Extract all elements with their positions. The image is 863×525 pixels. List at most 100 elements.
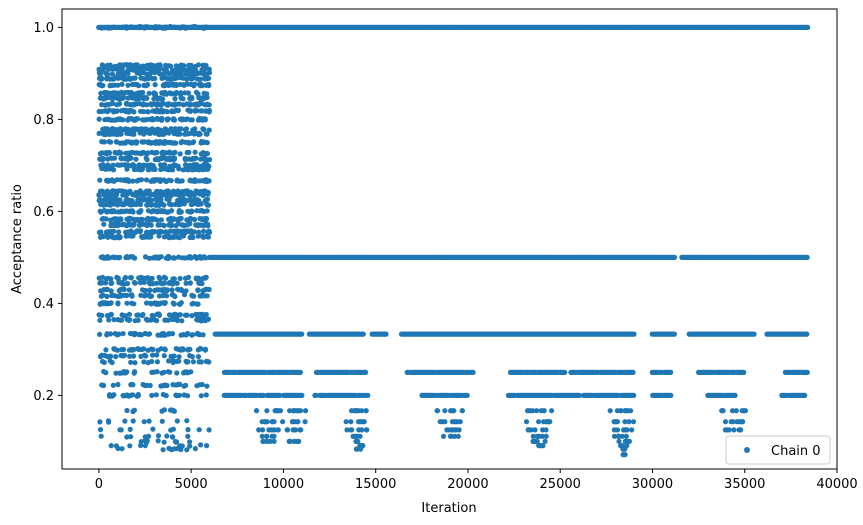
data-point bbox=[144, 102, 150, 108]
data-point bbox=[191, 71, 197, 77]
data-point bbox=[540, 443, 546, 449]
data-point bbox=[202, 76, 208, 82]
data-point bbox=[100, 95, 106, 101]
data-point bbox=[160, 447, 166, 453]
data-point bbox=[105, 201, 111, 207]
data-point bbox=[110, 162, 116, 168]
data-point bbox=[175, 188, 181, 194]
data-point bbox=[197, 208, 203, 214]
data-point bbox=[726, 427, 732, 433]
data-point bbox=[169, 287, 175, 293]
data-point bbox=[183, 280, 189, 286]
data-point bbox=[195, 347, 201, 353]
data-point bbox=[183, 288, 189, 294]
data-point bbox=[124, 166, 130, 172]
data-point bbox=[295, 408, 301, 414]
data-point bbox=[128, 382, 134, 388]
data-point bbox=[127, 215, 133, 221]
data-point bbox=[141, 359, 147, 365]
data-point bbox=[204, 443, 210, 449]
data-point bbox=[291, 438, 297, 444]
data-point bbox=[201, 228, 207, 234]
data-point bbox=[160, 287, 166, 293]
data-point bbox=[120, 201, 126, 207]
data-point bbox=[172, 201, 178, 207]
data-point bbox=[189, 76, 195, 82]
data-point bbox=[204, 102, 210, 108]
data-point bbox=[534, 438, 540, 444]
data-point bbox=[129, 81, 136, 88]
data-point bbox=[144, 63, 150, 69]
data-point bbox=[173, 392, 179, 398]
data-point bbox=[732, 392, 738, 398]
data-point bbox=[117, 117, 123, 123]
data-point bbox=[623, 433, 629, 439]
x-tick-label: 25000 bbox=[540, 477, 581, 492]
data-point bbox=[187, 108, 193, 114]
data-point bbox=[112, 216, 119, 222]
data-point bbox=[133, 139, 139, 145]
y-tick-label: 0.6 bbox=[33, 205, 54, 220]
data-point bbox=[133, 96, 139, 102]
data-point bbox=[138, 208, 144, 214]
data-point bbox=[671, 254, 678, 260]
data-point bbox=[171, 301, 177, 307]
data-point bbox=[121, 352, 128, 358]
data-point bbox=[190, 359, 196, 365]
data-point bbox=[135, 317, 141, 323]
data-point bbox=[141, 275, 147, 281]
data-point bbox=[538, 408, 544, 414]
data-point bbox=[162, 347, 168, 353]
data-point bbox=[137, 201, 143, 208]
data-point bbox=[157, 71, 163, 77]
data-point bbox=[153, 127, 159, 133]
data-point bbox=[200, 126, 206, 132]
data-point bbox=[161, 75, 167, 81]
data-point bbox=[132, 280, 138, 286]
data-point bbox=[187, 221, 193, 227]
data-point bbox=[127, 63, 133, 69]
data-point bbox=[126, 317, 132, 323]
data-point bbox=[138, 177, 145, 183]
data-point bbox=[108, 197, 114, 203]
data-point bbox=[457, 419, 463, 425]
data-point bbox=[131, 407, 137, 413]
data-point bbox=[166, 445, 172, 451]
data-point bbox=[159, 163, 166, 169]
data-point bbox=[143, 177, 150, 183]
data-point bbox=[138, 150, 144, 156]
data-point bbox=[179, 318, 185, 324]
data-point bbox=[169, 222, 175, 228]
data-point bbox=[146, 418, 152, 424]
data-point bbox=[181, 392, 187, 398]
data-point bbox=[177, 234, 183, 241]
data-point bbox=[202, 178, 208, 184]
data-point bbox=[200, 216, 206, 222]
data-point bbox=[104, 354, 111, 360]
data-point bbox=[536, 443, 542, 449]
data-point bbox=[195, 62, 202, 68]
data-point bbox=[102, 197, 108, 203]
data-point bbox=[729, 408, 736, 414]
data-point bbox=[260, 427, 266, 433]
data-point bbox=[195, 117, 201, 123]
data-point bbox=[204, 317, 211, 323]
data-point bbox=[150, 426, 156, 432]
data-point bbox=[157, 280, 163, 286]
data-point bbox=[179, 443, 185, 449]
data-point bbox=[141, 419, 147, 425]
data-point bbox=[97, 419, 103, 425]
data-point bbox=[177, 275, 183, 282]
data-point bbox=[147, 287, 153, 293]
data-point bbox=[97, 197, 103, 203]
data-point bbox=[124, 434, 130, 440]
data-point bbox=[544, 419, 550, 425]
data-point bbox=[110, 382, 116, 388]
data-point bbox=[188, 189, 194, 195]
data-point bbox=[184, 140, 191, 146]
data-point bbox=[107, 82, 113, 88]
data-point bbox=[182, 157, 188, 163]
data-point bbox=[175, 90, 181, 96]
data-point bbox=[206, 66, 212, 72]
data-point bbox=[157, 222, 163, 228]
